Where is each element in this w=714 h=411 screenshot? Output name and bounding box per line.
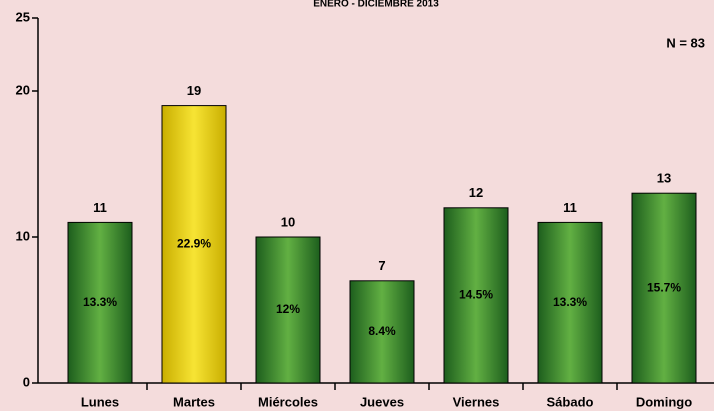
x-tick-label: Martes bbox=[173, 394, 215, 409]
y-tick-label: 25 bbox=[16, 9, 30, 24]
annotation: N = 83 bbox=[666, 35, 705, 50]
bar bbox=[443, 207, 509, 384]
percent-label: 22.9% bbox=[177, 236, 211, 250]
percent-label: 8.4% bbox=[368, 324, 396, 338]
value-label: 7 bbox=[378, 258, 385, 273]
bar bbox=[161, 105, 227, 384]
x-tick-label: Domingo bbox=[636, 394, 692, 409]
y-tick-label: 10 bbox=[16, 228, 30, 243]
y-tick-label: 0 bbox=[23, 374, 30, 389]
bar bbox=[537, 221, 603, 384]
bar bbox=[67, 221, 133, 384]
percent-label: 15.7% bbox=[647, 280, 681, 294]
x-tick-label: Miércoles bbox=[258, 394, 318, 409]
x-tick-label: Lunes bbox=[81, 394, 119, 409]
x-tick-label: Jueves bbox=[360, 394, 404, 409]
x-tick-label: Viernes bbox=[453, 394, 500, 409]
percent-label: 14.5% bbox=[459, 288, 493, 302]
value-label: 13 bbox=[657, 171, 671, 186]
y-tick-label: 20 bbox=[16, 82, 30, 97]
chart-title: ENERO - DICIEMBRE 2013 bbox=[313, 0, 439, 10]
value-label: 10 bbox=[281, 214, 295, 229]
percent-label: 13.3% bbox=[553, 295, 587, 309]
bar bbox=[349, 280, 415, 384]
percent-label: 12% bbox=[276, 302, 300, 316]
x-tick-label: Sábado bbox=[547, 394, 594, 409]
value-label: 11 bbox=[563, 200, 577, 215]
value-label: 11 bbox=[93, 200, 107, 215]
percent-label: 13.3% bbox=[83, 295, 117, 309]
value-label: 19 bbox=[187, 83, 201, 98]
value-label: 12 bbox=[469, 185, 483, 200]
bar bbox=[255, 236, 321, 384]
bar bbox=[631, 192, 697, 384]
